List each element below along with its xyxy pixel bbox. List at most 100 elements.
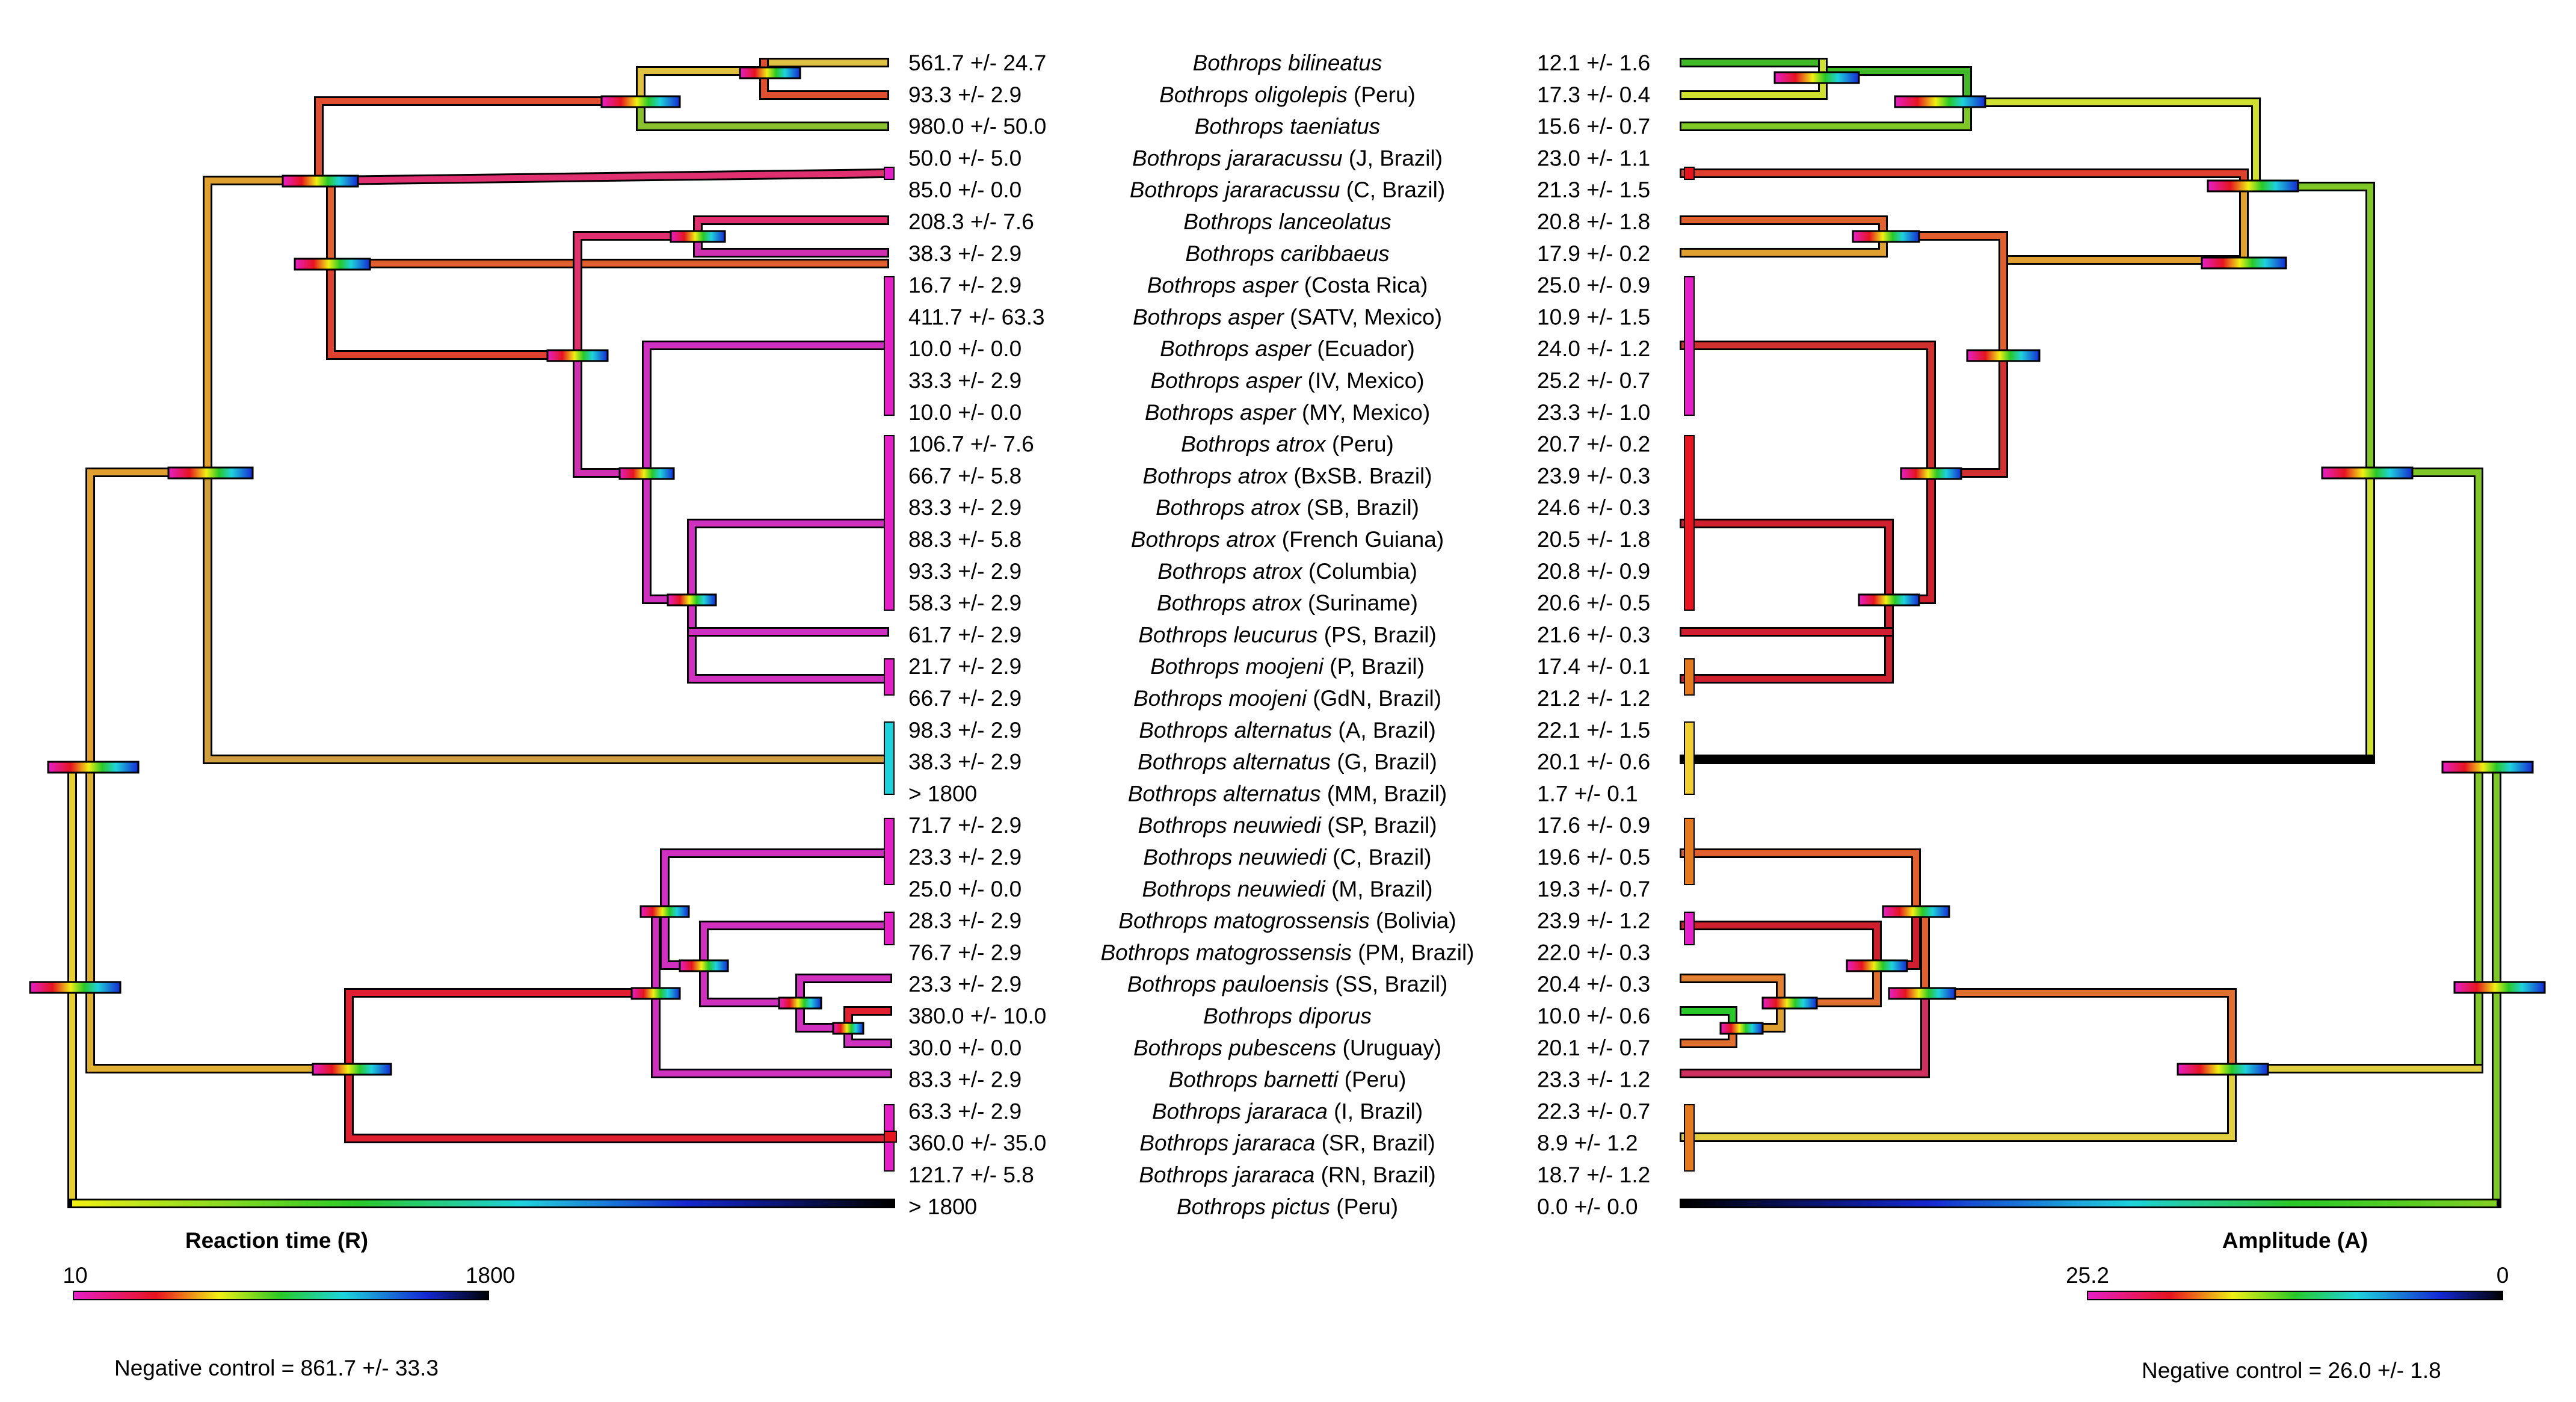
reaction-time-value: 83.3 +/- 2.9 (908, 1067, 1021, 1092)
taxon-genus: Bothrops (1142, 463, 1231, 488)
taxon-name: Bothrops diporus (1203, 1004, 1372, 1028)
taxon-genus: Bothrops (1130, 178, 1219, 202)
node-uncertainty-bars (29, 66, 2546, 1076)
taxon-name: Bothrops neuwiedi (M, Brazil) (1142, 877, 1432, 901)
taxon-species: oligolepis (1248, 82, 1348, 107)
taxon-row: 25.0 +/- 0.0 Bothrops neuwiedi (M, Brazil… (908, 877, 1650, 901)
taxon-row: 76.7 +/- 2.9 Bothrops matogrossensis (PM,… (908, 940, 1650, 965)
amplitude-value: 19.3 +/- 0.7 (1537, 877, 1650, 901)
taxon-genus: Bothrops (1203, 1004, 1292, 1028)
taxon-row: 63.3 +/- 2.9 Bothrops jararaca (I, Brazil… (908, 1099, 1650, 1123)
taxon-genus: Bothrops (1157, 559, 1246, 584)
taxon-name: Bothrops atrox (BxSB. Brazil) (1142, 463, 1432, 488)
taxon-name: Bothrops asper (Ecuador) (1160, 336, 1415, 361)
reaction-time-value: 208.3 +/- 7.6 (908, 209, 1034, 234)
taxon-name: Bothrops asper (SATV, Mexico) (1133, 304, 1442, 329)
reaction-time-value: 980.0 +/- 50.0 (908, 114, 1046, 139)
taxon-name: Bothrops oligolepis (Peru) (1159, 82, 1416, 107)
taxon-row: 71.7 +/- 2.9 Bothrops neuwiedi (SP, Brazi… (908, 813, 1650, 838)
taxon-species: asper (1240, 368, 1303, 393)
taxon-species: diporus (1292, 1004, 1372, 1028)
reaction-time-value: 23.3 +/- 2.9 (908, 972, 1021, 996)
taxon-genus: Bothrops (1181, 432, 1270, 457)
taxon-name: Bothrops moojeni (GdN, Brazil) (1133, 686, 1441, 711)
reaction-time-value: 83.3 +/- 2.9 (908, 495, 1021, 520)
taxon-species: pauloensis (1216, 972, 1329, 996)
colorbar-left (73, 1291, 489, 1300)
taxon-row: 33.3 +/- 2.9 Bothrops asper (IV, Mexico) 2… (908, 368, 1650, 393)
reaction-time-value: 76.7 +/- 2.9 (908, 940, 1021, 965)
taxon-row: 411.7 +/- 63.3 Bothrops asper (SATV, Mexi… (908, 304, 1650, 329)
reaction-time-value: 61.7 +/- 2.9 (908, 622, 1021, 647)
amplitude-value: 20.8 +/- 1.8 (1537, 209, 1650, 234)
taxon-row: 88.3 +/- 5.8 Bothrops atrox (French Guian… (908, 527, 1650, 552)
amplitude-value: 17.4 +/- 0.1 (1537, 654, 1650, 679)
taxon-locality: (MM, Brazil) (1321, 781, 1447, 806)
reaction-time-value: > 1800 (908, 1194, 977, 1219)
taxon-row: 10.0 +/- 0.0 Bothrops asper (Ecuador) 24.0… (908, 336, 1650, 361)
amplitude-value: 21.3 +/- 1.5 (1537, 178, 1650, 202)
taxon-species: jararaca (1241, 1099, 1328, 1123)
taxon-name: Bothrops barnetti (Peru) (1169, 1067, 1407, 1092)
taxon-genus: Bothrops (1150, 368, 1239, 393)
taxon-species: moojeni (1239, 654, 1325, 679)
reaction-time-value: 121.7 +/- 5.8 (908, 1163, 1034, 1187)
legend-title-right: Amplitude (A) (2222, 1228, 2368, 1253)
amplitude-value: 23.9 +/- 0.3 (1537, 463, 1650, 488)
reaction-time-value: 71.7 +/- 2.9 (908, 813, 1021, 838)
node-bar (630, 987, 681, 1000)
node-bar (546, 349, 609, 362)
taxon-genus: Bothrops (1143, 845, 1232, 869)
taxon-species: barnetti (1258, 1067, 1339, 1092)
taxon-species: atrox (1232, 463, 1289, 488)
colorbar-right (2087, 1291, 2503, 1300)
taxon-species: leucurus (1227, 622, 1317, 647)
node-bar (1888, 987, 1956, 1000)
taxon-genus: Bothrops (1183, 209, 1272, 234)
reaction-time-value: 66.7 +/- 5.8 (908, 463, 1021, 488)
taxon-locality: (C, Brazil) (1340, 178, 1445, 202)
taxon-locality: (I, Brazil) (1328, 1099, 1423, 1123)
legend-reaction-time: Reaction time (R) 10 1800 Negative contr… (63, 1228, 515, 1380)
amplitude-value: 24.0 +/- 1.2 (1537, 336, 1650, 361)
taxon-locality: (Peru) (1330, 1194, 1398, 1219)
amplitude-value: 20.7 +/- 0.2 (1537, 432, 1650, 457)
taxon-name: Bothrops asper (Costa Rica) (1147, 273, 1428, 298)
node-bar (167, 466, 254, 480)
taxon-row: 66.7 +/- 2.9 Bothrops moojeni (GdN, Brazi… (908, 686, 1650, 711)
taxon-locality: (Uruguay) (1336, 1036, 1441, 1060)
taxon-name: Bothrops moojeni (P, Brazil) (1150, 654, 1425, 679)
taxon-row: 85.0 +/- 0.0 Bothrops jararacussu (C, Bra… (908, 178, 1650, 202)
taxon-locality: (Costa Rica) (1298, 273, 1428, 298)
reaction-time-value: 50.0 +/- 5.0 (908, 146, 1021, 170)
taxon-locality: (PS, Brazil) (1317, 622, 1436, 647)
taxon-row: 980.0 +/- 50.0 Bothrops taeniatus 15.6 +/-… (908, 114, 1650, 139)
taxon-species: atrox (1270, 432, 1327, 457)
taxon-row: 98.3 +/- 2.9 Bothrops alternatus (A, Braz… (908, 718, 1650, 743)
amplitude-value: 21.2 +/- 1.2 (1537, 686, 1650, 711)
taxon-species: atrox (1246, 591, 1302, 616)
taxon-locality: (C, Brazil) (1327, 845, 1432, 869)
taxon-genus: Bothrops (1127, 972, 1216, 996)
taxon-genus: Bothrops (1195, 114, 1284, 139)
reaction-time-value: 10.0 +/- 0.0 (908, 400, 1021, 425)
taxon-name: Bothrops bilineatus (1193, 51, 1382, 75)
reaction-time-value: 411.7 +/- 63.3 (908, 304, 1045, 329)
taxon-genus: Bothrops (1139, 1131, 1228, 1155)
taxon-species: pictus (1266, 1194, 1330, 1219)
taxon-genus: Bothrops (1150, 654, 1239, 679)
reaction-time-value: 28.3 +/- 2.9 (908, 909, 1021, 933)
amplitude-value: 10.9 +/- 1.5 (1537, 304, 1650, 329)
node-bar (1846, 959, 1908, 972)
amplitude-value: 15.6 +/- 0.7 (1537, 114, 1650, 139)
taxon-locality: (Ecuador) (1311, 336, 1415, 361)
taxon-locality: (G, Brazil) (1331, 750, 1437, 774)
taxon-row: 38.3 +/- 2.9 Bothrops alternatus (G, Braz… (908, 750, 1650, 774)
taxon-locality: (BxSB. Brazil) (1287, 463, 1432, 488)
taxon-name: Bothrops lanceolatus (1183, 209, 1391, 234)
taxon-row: > 1800 Bothrops alternatus (MM, Brazil) 1.… (908, 781, 1638, 806)
taxon-row: 93.3 +/- 2.9 Bothrops oligolepis (Peru) 17… (908, 82, 1650, 107)
node-bar (1719, 1022, 1764, 1035)
reaction-time-value: 25.0 +/- 0.0 (908, 877, 1021, 901)
